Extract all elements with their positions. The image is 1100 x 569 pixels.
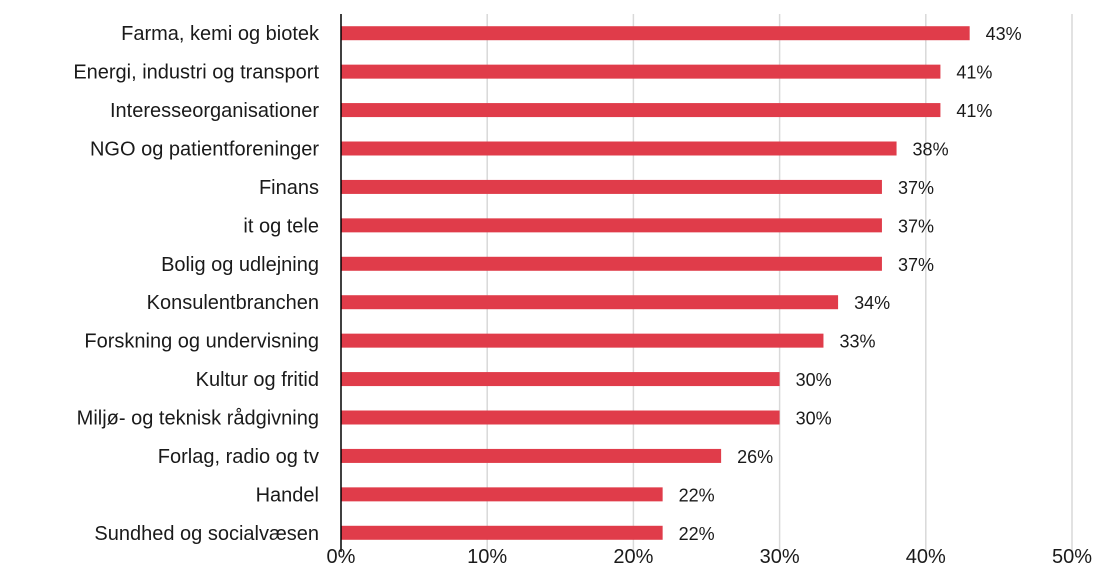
value-label-9: 30%: [796, 370, 832, 390]
x-tick-label-3: 30%: [760, 546, 800, 568]
bar-8: [341, 334, 823, 348]
bar-6: [341, 257, 882, 271]
value-label-10: 30%: [796, 409, 832, 429]
value-label-5: 37%: [898, 216, 934, 236]
category-label-2: Interesseorganisationer: [110, 100, 319, 122]
gridlines: [487, 14, 1072, 552]
x-tick-label-4: 40%: [906, 546, 946, 568]
value-label-4: 37%: [898, 178, 934, 198]
bar-0: [341, 26, 970, 40]
value-label-2: 41%: [956, 101, 992, 121]
category-label-6: Bolig og udlejning: [161, 254, 319, 276]
category-label-10: Miljø- og teknisk rådgivning: [77, 408, 319, 430]
bar-11: [341, 449, 721, 463]
category-label-5: it og tele: [243, 215, 319, 237]
category-label-11: Forlag, radio og tv: [158, 446, 319, 468]
category-label-4: Finans: [259, 177, 319, 199]
value-label-1: 41%: [956, 63, 992, 83]
bar-12: [341, 487, 663, 501]
bar-4: [341, 180, 882, 194]
bar-3: [341, 142, 897, 156]
category-label-0: Farma, kemi og biotek: [121, 23, 320, 45]
value-labels: 43% 41% 41% 38% 37% 37% 37% 34% 33% 30% 30% 26% 22% 2…: [679, 24, 1022, 544]
category-label-9: Kultur og fritid: [196, 369, 319, 391]
bars: [341, 26, 970, 540]
value-label-12: 22%: [679, 485, 715, 505]
category-labels: Farma, kemi og biotek Energi, industri og…: [73, 23, 320, 545]
x-tick-label-2: 20%: [613, 546, 653, 568]
value-label-0: 43%: [986, 24, 1022, 44]
bar-5: [341, 218, 882, 232]
x-tick-label-5: 50%: [1052, 546, 1092, 568]
category-label-1: Energi, industri og transport: [73, 62, 319, 84]
bar-9: [341, 372, 780, 386]
category-label-12: Handel: [256, 484, 319, 506]
value-label-11: 26%: [737, 447, 773, 467]
category-label-8: Forskning og undervisning: [84, 331, 319, 353]
bar-2: [341, 103, 940, 117]
bar-1: [341, 65, 940, 79]
category-label-7: Konsulentbranchen: [147, 292, 319, 314]
value-label-13: 22%: [679, 524, 715, 544]
category-label-3: NGO og patientforeninger: [90, 139, 319, 161]
value-label-7: 34%: [854, 293, 890, 313]
category-label-13: Sundhed og socialvæsen: [94, 523, 319, 545]
x-tick-labels: 0% 10% 20% 30% 40% 50%: [327, 546, 1093, 568]
x-tick-label-1: 10%: [467, 546, 507, 568]
value-label-6: 37%: [898, 255, 934, 275]
x-tick-label-0: 0%: [327, 546, 356, 568]
bar-13: [341, 526, 663, 540]
bar-10: [341, 411, 780, 425]
value-label-8: 33%: [839, 332, 875, 352]
value-label-3: 38%: [913, 140, 949, 160]
bar-7: [341, 295, 838, 309]
